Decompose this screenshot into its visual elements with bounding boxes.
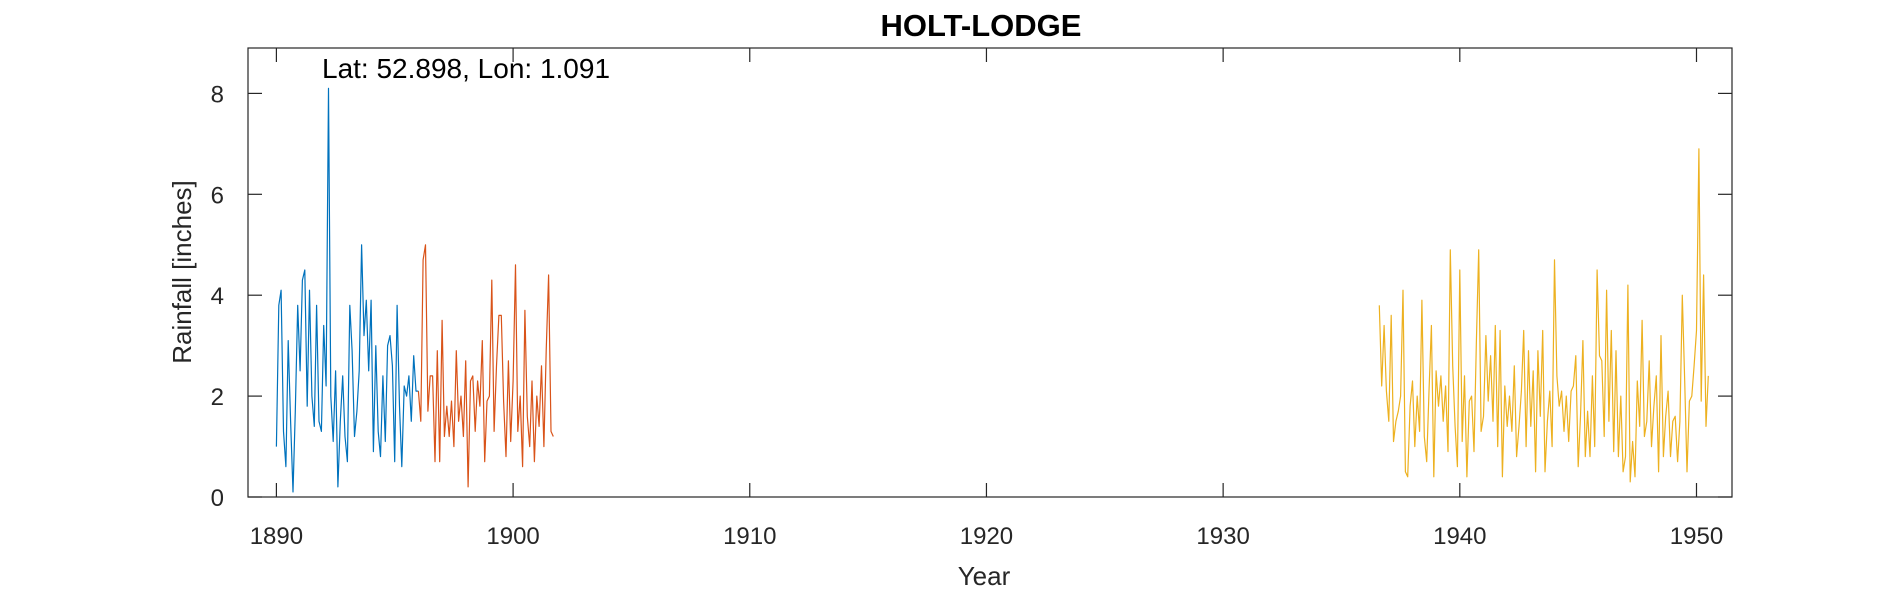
chart-title: HOLT-LODGE (881, 8, 1082, 43)
x-tick-label: 1920 (960, 523, 1013, 550)
x-tick-label: 1940 (1433, 523, 1486, 550)
series-line-3 (1378, 148, 1709, 483)
x-tick-label: 1950 (1670, 523, 1723, 550)
location-annotation: Lat: 52.898, Lon: 1.091 (322, 53, 610, 84)
series-lines (275, 87, 1709, 493)
y-tick-label: 6 (211, 182, 224, 209)
y-tick-label: 2 (211, 384, 224, 411)
x-tick-label: 1910 (723, 523, 776, 550)
y-tick-label: 8 (211, 81, 224, 108)
series-line-1 (275, 87, 419, 493)
y-tick-label: 0 (211, 485, 224, 512)
series-line-2 (417, 244, 554, 488)
x-axis-label: Year (958, 561, 1011, 591)
axis-ticks: 1890 1900 1910 1920 1930 1940 1950 0 2 4 6 8 (211, 48, 1732, 550)
y-axis-label: Rainfall [inches] (167, 180, 197, 364)
x-tick-label: 1930 (1196, 523, 1249, 550)
x-tick-label: 1900 (486, 523, 539, 550)
plot-area (247, 47, 1733, 498)
x-tick-label: 1890 (250, 523, 303, 550)
y-tick-label: 4 (211, 283, 224, 310)
